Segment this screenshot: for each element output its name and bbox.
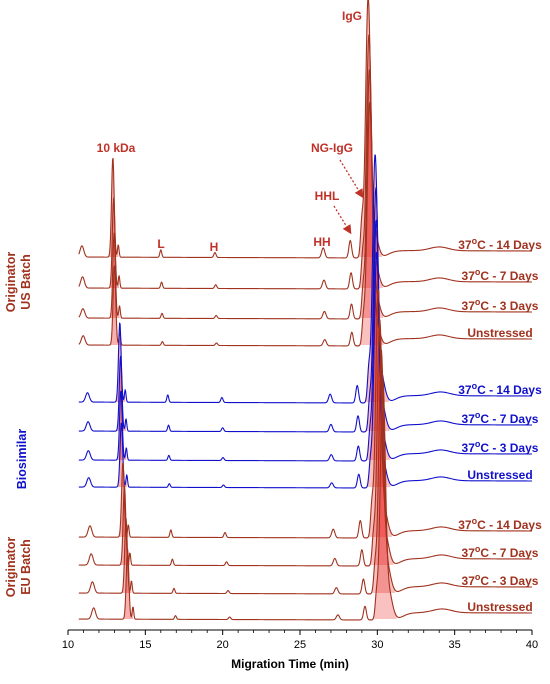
x-tick-label-1: 15 bbox=[139, 639, 151, 651]
traces-layer bbox=[78, 0, 533, 621]
x-tick-label-6: 40 bbox=[526, 639, 538, 651]
trace-group-2 bbox=[78, 289, 533, 621]
trace-line-0-2 bbox=[78, 69, 533, 320]
igg-peak-fill-0-1 bbox=[354, 35, 383, 289]
x-axis-title: Migration Time (min) bbox=[231, 657, 349, 671]
peak-label-h: H bbox=[210, 240, 219, 254]
trace-label-1-3: Unstressed bbox=[467, 468, 532, 482]
trace-line-0-1 bbox=[78, 34, 533, 290]
x-tick-label-4: 30 bbox=[371, 639, 383, 651]
ng-igg-arrow bbox=[339, 159, 364, 199]
peak-label-l: L bbox=[157, 237, 164, 251]
trace-labels-layer: 37oC - 14 Days 37oC - 7 Days 37oC - 3 Days… bbox=[458, 236, 542, 614]
group-labels-layer: OriginatorUS Batch Biosimilar OriginatorEU… bbox=[4, 252, 33, 598]
igg-peak-fill-0-3 bbox=[355, 102, 384, 346]
peak-label-igg: IgG bbox=[342, 9, 362, 23]
trace-group-0 bbox=[78, 0, 533, 347]
kda10-peak-fill-2-3 bbox=[122, 549, 133, 620]
x-tick-label-5: 35 bbox=[449, 639, 461, 651]
x-tick-label-0: 10 bbox=[62, 639, 74, 651]
trace-label-2-1: 37oC - 7 Days bbox=[462, 544, 539, 560]
igg-peak-fill-1-3 bbox=[362, 251, 391, 488]
kda10-peak-fill-2-0 bbox=[117, 462, 129, 538]
peak-label-hh: HH bbox=[313, 235, 330, 249]
trace-label-0-2: 37oC - 3 Days bbox=[462, 297, 539, 313]
trace-line-1-2 bbox=[78, 219, 533, 462]
peak-label-ngigg: NG-IgG bbox=[311, 141, 353, 155]
group-label-0: OriginatorUS Batch bbox=[4, 252, 33, 313]
x-tick-label-2: 20 bbox=[217, 639, 229, 651]
igg-peak-fill-2-1 bbox=[365, 319, 394, 566]
trace-line-0-3 bbox=[78, 101, 533, 347]
trace-label-2-0: 37oC - 14 Days bbox=[458, 516, 542, 532]
trace-line-1-1 bbox=[78, 187, 533, 433]
igg-peak-fill-2-2 bbox=[367, 350, 396, 594]
trace-label-2-3: Unstressed bbox=[467, 600, 532, 614]
trace-line-1-3 bbox=[78, 251, 533, 489]
trace-line-0-0 bbox=[78, 0, 533, 259]
peak-label-hhl: HHL bbox=[315, 189, 340, 203]
igg-peak-fill-2-0 bbox=[364, 289, 393, 538]
igg-peak-fill-0-2 bbox=[355, 70, 384, 319]
trace-line-2-3 bbox=[78, 378, 533, 621]
x-axis: 10 15 20 25 30 35 40 Migration Time (min) bbox=[62, 629, 538, 671]
kda10-peak-fill-0-3 bbox=[108, 265, 120, 346]
igg-peak-fill-2-3 bbox=[368, 378, 397, 620]
trace-label-0-3: Unstressed bbox=[467, 326, 532, 340]
trace-line-2-2 bbox=[78, 349, 533, 595]
trace-line-2-0 bbox=[78, 289, 533, 539]
group-label-2: OriginatorEU Batch bbox=[4, 537, 33, 598]
peak-label-10kda: 10 kDa bbox=[97, 141, 136, 155]
trace-group-1 bbox=[78, 154, 533, 489]
trace-label-0-0: 37oC - 14 Days bbox=[458, 236, 542, 252]
kda10-peak-fill-1-3 bbox=[115, 422, 127, 488]
trace-label-2-2: 37oC - 3 Days bbox=[462, 572, 539, 588]
kda10-peak-fill-2-1 bbox=[119, 485, 130, 566]
x-tick-label-3: 25 bbox=[294, 639, 306, 651]
trace-line-1-0 bbox=[78, 154, 533, 404]
trace-label-0-1: 37oC - 7 Days bbox=[462, 267, 539, 283]
trace-label-1-1: 37oC - 7 Days bbox=[462, 410, 539, 426]
trace-label-1-0: 37oC - 14 Days bbox=[458, 381, 542, 397]
group-label-1: Biosimilar bbox=[15, 429, 29, 490]
hhl-arrow bbox=[333, 205, 352, 235]
trace-label-1-2: 37oC - 3 Days bbox=[462, 439, 539, 455]
trace-line-2-1 bbox=[78, 319, 533, 567]
kda10-peak-fill-2-2 bbox=[120, 518, 132, 594]
